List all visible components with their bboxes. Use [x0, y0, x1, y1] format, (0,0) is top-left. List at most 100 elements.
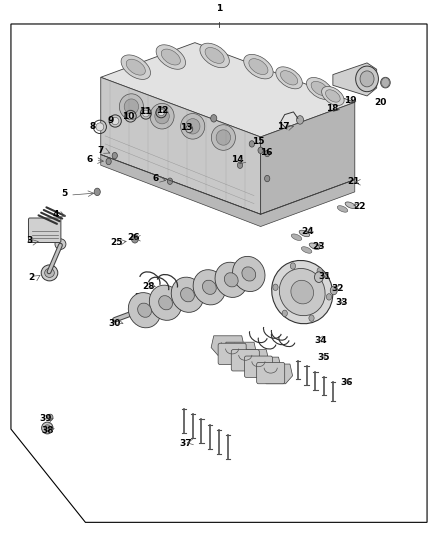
Ellipse shape	[381, 77, 390, 88]
Text: 23: 23	[313, 242, 325, 251]
Text: 21: 21	[348, 177, 360, 185]
Circle shape	[249, 141, 254, 147]
Polygon shape	[261, 102, 355, 214]
Text: 24: 24	[302, 228, 314, 236]
Ellipse shape	[280, 71, 298, 85]
Circle shape	[282, 310, 287, 317]
Ellipse shape	[307, 77, 333, 100]
Circle shape	[314, 272, 323, 282]
Ellipse shape	[150, 103, 174, 129]
Ellipse shape	[180, 114, 205, 139]
Ellipse shape	[149, 285, 182, 320]
Ellipse shape	[291, 234, 302, 240]
Text: 35: 35	[317, 353, 329, 361]
Ellipse shape	[337, 206, 348, 212]
Ellipse shape	[156, 45, 186, 69]
Text: 1: 1	[216, 4, 222, 13]
Text: 6: 6	[87, 156, 93, 164]
Ellipse shape	[202, 280, 216, 294]
FancyBboxPatch shape	[231, 350, 259, 371]
FancyBboxPatch shape	[244, 356, 272, 377]
Circle shape	[237, 162, 243, 168]
Ellipse shape	[186, 119, 200, 134]
Text: 33: 33	[336, 298, 348, 307]
Polygon shape	[223, 342, 257, 362]
Text: 13: 13	[180, 124, 192, 132]
Polygon shape	[236, 350, 269, 369]
Polygon shape	[248, 357, 281, 377]
Ellipse shape	[138, 303, 152, 317]
Text: 18: 18	[326, 104, 338, 112]
Text: 25: 25	[110, 238, 122, 247]
Circle shape	[330, 286, 337, 295]
Polygon shape	[101, 43, 355, 137]
Circle shape	[211, 115, 217, 122]
Ellipse shape	[244, 54, 273, 79]
Circle shape	[265, 150, 270, 157]
Ellipse shape	[180, 288, 194, 302]
Text: 14: 14	[231, 156, 244, 164]
Ellipse shape	[128, 293, 161, 328]
Ellipse shape	[309, 243, 320, 249]
Ellipse shape	[325, 90, 340, 102]
Ellipse shape	[143, 110, 149, 117]
Text: 11: 11	[139, 108, 152, 116]
Ellipse shape	[96, 123, 104, 131]
Polygon shape	[259, 364, 293, 384]
Circle shape	[297, 116, 304, 124]
Text: 20: 20	[374, 98, 386, 107]
Ellipse shape	[311, 82, 328, 95]
Ellipse shape	[155, 109, 169, 124]
FancyBboxPatch shape	[218, 343, 246, 365]
Ellipse shape	[124, 99, 138, 114]
Circle shape	[258, 147, 263, 154]
Text: 15: 15	[252, 137, 265, 146]
Text: 28: 28	[142, 282, 154, 291]
Circle shape	[265, 175, 270, 182]
Circle shape	[317, 268, 322, 274]
Ellipse shape	[233, 256, 265, 292]
Ellipse shape	[249, 59, 268, 75]
Text: 3: 3	[27, 237, 33, 245]
Circle shape	[48, 414, 53, 421]
Circle shape	[167, 178, 173, 184]
Ellipse shape	[45, 269, 54, 277]
Text: 30: 30	[109, 319, 121, 328]
Text: 37: 37	[180, 439, 192, 448]
Text: 29: 29	[135, 311, 147, 320]
Text: 39: 39	[40, 414, 52, 423]
Ellipse shape	[360, 71, 374, 87]
Ellipse shape	[224, 273, 238, 287]
Text: 12: 12	[156, 106, 168, 115]
Circle shape	[309, 315, 314, 321]
Ellipse shape	[41, 265, 58, 281]
FancyBboxPatch shape	[28, 218, 61, 243]
Ellipse shape	[158, 109, 164, 116]
Circle shape	[273, 284, 278, 290]
Circle shape	[381, 78, 389, 87]
Polygon shape	[101, 77, 261, 214]
Ellipse shape	[112, 117, 119, 125]
Ellipse shape	[42, 422, 53, 434]
Polygon shape	[211, 336, 244, 356]
Text: 4: 4	[53, 210, 59, 219]
Ellipse shape	[171, 277, 204, 312]
Text: 2: 2	[28, 273, 35, 281]
Text: 31: 31	[319, 272, 331, 280]
Ellipse shape	[205, 47, 224, 63]
Ellipse shape	[126, 59, 145, 75]
Circle shape	[94, 188, 100, 196]
Ellipse shape	[215, 262, 247, 297]
Ellipse shape	[121, 55, 151, 79]
Text: 17: 17	[278, 122, 290, 131]
Text: 16: 16	[260, 149, 272, 157]
Polygon shape	[333, 63, 377, 96]
Ellipse shape	[356, 66, 378, 92]
Ellipse shape	[276, 67, 302, 89]
Ellipse shape	[279, 269, 325, 316]
Text: 22: 22	[353, 203, 365, 211]
Circle shape	[112, 152, 117, 159]
Ellipse shape	[193, 270, 226, 305]
Circle shape	[131, 235, 138, 243]
Text: 26: 26	[127, 233, 140, 241]
